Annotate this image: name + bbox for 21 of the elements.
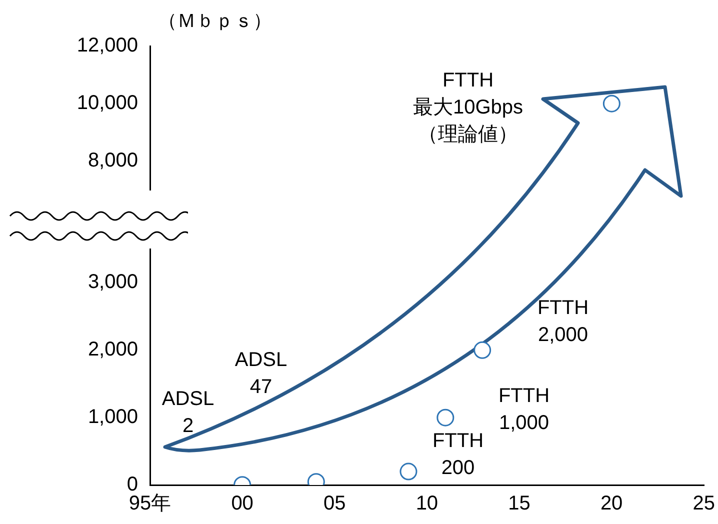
annotation: FTTH 1,000 <box>498 385 550 434</box>
annotation: FTTH 最大10Gbps （理論値） <box>412 70 524 146</box>
y-tick-label: 2,000 <box>88 338 138 361</box>
x-tick-label: 10 <box>416 492 438 515</box>
y-tick-label: 10,000 <box>76 92 138 114</box>
y-axis-title: （Ｍｂｐｓ） <box>158 11 272 32</box>
y-tick-label: 1,000 <box>88 406 138 428</box>
x-tick-label: 15 <box>508 492 530 515</box>
x-tick-label: 05 <box>324 492 346 515</box>
y-tick-label: 8,000 <box>88 150 138 172</box>
annotation: FTTH 2,000 <box>537 297 589 346</box>
point <box>474 341 492 359</box>
annotation: ADSL 2 <box>162 388 214 438</box>
y-tick-label: 3,000 <box>88 271 138 294</box>
x-tick-label: 20 <box>600 492 623 515</box>
point <box>436 408 454 426</box>
y-tick-label: 12,000 <box>76 34 138 57</box>
x-tick-label: 25 <box>692 492 715 515</box>
annotation: FTTH 200 <box>432 430 484 480</box>
annotation: ADSL 47 <box>234 349 288 398</box>
x-tick-label: 00 <box>231 492 254 515</box>
